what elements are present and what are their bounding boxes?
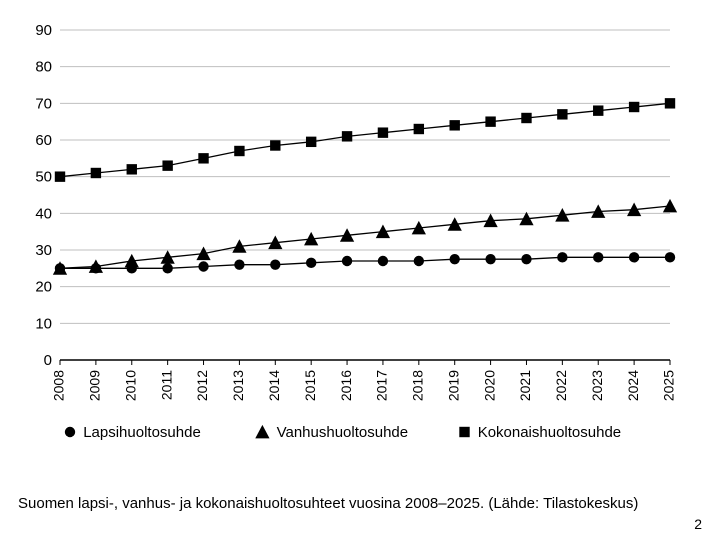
svg-text:60: 60 xyxy=(35,132,52,149)
svg-text:2016: 2016 xyxy=(338,370,354,401)
svg-text:20: 20 xyxy=(35,279,52,296)
svg-text:50: 50 xyxy=(35,169,52,186)
svg-text:10: 10 xyxy=(35,315,52,332)
svg-text:2018: 2018 xyxy=(410,370,426,401)
svg-text:2012: 2012 xyxy=(194,370,210,401)
svg-text:2009: 2009 xyxy=(87,370,103,401)
slide: 0 10 20 30 40 50 60 70 80 90 2008 2009 2010 2011 2012 2… xyxy=(0,0,720,540)
svg-text:2014: 2014 xyxy=(266,370,282,401)
svg-text:2008: 2008 xyxy=(51,370,67,401)
svg-text:70: 70 xyxy=(35,95,52,112)
line-chart: 0 10 20 30 40 50 60 70 80 90 2008 2009 2010 2011 2012 2… xyxy=(0,20,720,480)
svg-text:2010: 2010 xyxy=(122,370,138,401)
svg-text:2015: 2015 xyxy=(302,370,318,401)
svg-text:2022: 2022 xyxy=(553,370,569,401)
page-number: 2 xyxy=(694,516,702,532)
svg-text:90: 90 xyxy=(35,22,52,39)
svg-text:2023: 2023 xyxy=(589,370,605,401)
svg-text:30: 30 xyxy=(35,242,52,259)
svg-text:Vanhushuoltosuhde: Vanhushuoltosuhde xyxy=(277,424,409,441)
svg-text:80: 80 xyxy=(35,59,52,76)
svg-text:40: 40 xyxy=(35,205,52,222)
chart-caption: Suomen lapsi-, vanhus- ja kokonaishuolto… xyxy=(18,495,638,512)
svg-text:2011: 2011 xyxy=(158,370,174,400)
chart-container: 0 10 20 30 40 50 60 70 80 90 2008 2009 2010 2011 2012 2… xyxy=(0,20,720,480)
svg-text:2024: 2024 xyxy=(625,370,641,401)
svg-text:Lapsihuoltosuhde: Lapsihuoltosuhde xyxy=(83,424,201,441)
svg-text:2021: 2021 xyxy=(517,370,533,401)
svg-text:0: 0 xyxy=(44,352,52,369)
svg-text:2020: 2020 xyxy=(481,370,497,401)
svg-text:Kokonaishuoltosuhde: Kokonaishuoltosuhde xyxy=(478,424,621,441)
svg-text:2019: 2019 xyxy=(445,370,461,401)
svg-text:2025: 2025 xyxy=(661,370,677,401)
svg-text:2013: 2013 xyxy=(230,370,246,401)
svg-text:2017: 2017 xyxy=(374,370,390,401)
